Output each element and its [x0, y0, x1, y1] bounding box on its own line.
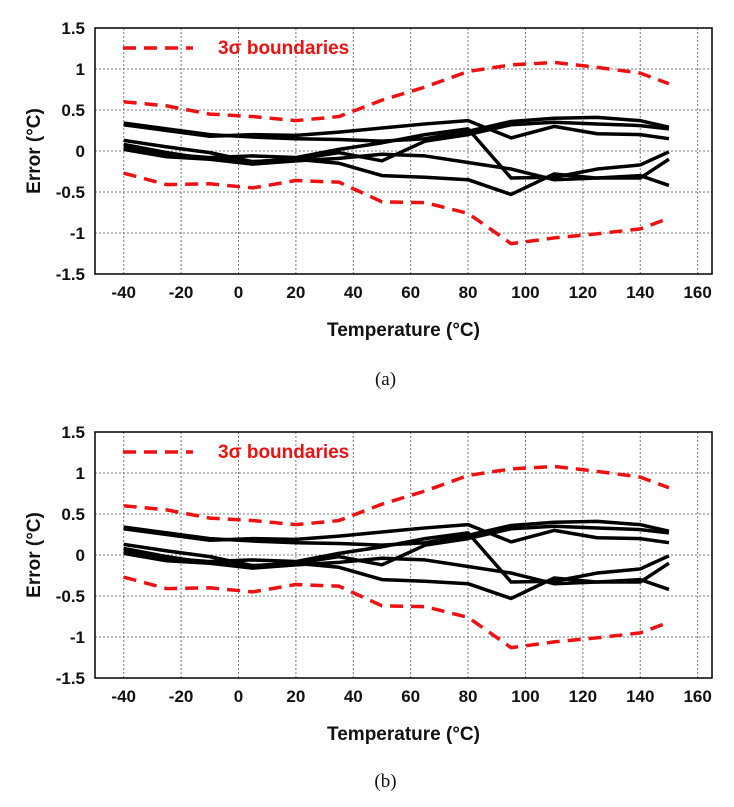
x-tick-label: 120 — [569, 283, 597, 302]
lower-3sigma-boundary-line — [123, 575, 670, 650]
y-tick-label: -1.5 — [56, 669, 85, 688]
legend: 3σ boundaries — [123, 38, 349, 59]
x-tick-label: 80 — [459, 687, 478, 706]
error-series-line-2 — [123, 522, 670, 545]
x-tick-label: 140 — [626, 687, 654, 706]
x-tick-label: 20 — [286, 283, 305, 302]
chart-panel-a: -40 -20 0 20 40 60 80 100 120 140 160 -1.5 -1 -0.5 0 0.… — [24, 19, 713, 390]
error-series-line-4 — [123, 127, 670, 180]
x-axis-title: Temperature (°C) — [327, 320, 480, 341]
y-axis-title: Error (°C) — [24, 108, 45, 194]
error-series-line-3 — [123, 524, 670, 568]
x-tick-label: 80 — [459, 283, 478, 302]
panel-caption: (b) — [374, 771, 396, 792]
error-series-line-3 — [123, 120, 670, 164]
x-axis-title: Temperature (°C) — [327, 724, 480, 745]
error-series-line-4 — [123, 531, 670, 584]
x-tick-label: 20 — [286, 687, 305, 706]
y-tick-label: -1 — [70, 224, 85, 243]
upper-3sigma-boundary-line — [123, 60, 670, 123]
x-tick-label: -20 — [169, 687, 194, 706]
legend: 3σ boundaries — [123, 442, 349, 463]
y-tick-label: -0.5 — [56, 183, 85, 202]
y-tick-label: 1.5 — [61, 19, 85, 38]
y-tick-label: 0 — [76, 142, 85, 161]
y-tick-label: 0.5 — [61, 505, 85, 524]
lower-3sigma-boundary-line — [123, 171, 670, 246]
y-axis-title: Error (°C) — [24, 512, 45, 598]
chart-panel-b: -40 -20 0 20 40 60 80 100 120 140 160 -1.5 -1 -0.5 0 0.… — [24, 423, 713, 792]
y-tick-label: -1.5 — [56, 265, 85, 284]
y-tick-label: 0.5 — [61, 101, 85, 120]
x-tick-label: 140 — [626, 283, 654, 302]
x-tick-label: 100 — [511, 283, 539, 302]
legend-label: 3σ boundaries — [218, 38, 349, 59]
legend-label: 3σ boundaries — [218, 442, 349, 463]
error-series-line-1 — [123, 519, 670, 547]
error-series-line-6 — [123, 546, 670, 601]
error-series-line-2 — [123, 118, 670, 141]
x-tick-label: 100 — [511, 687, 539, 706]
x-tick-label: 0 — [234, 283, 243, 302]
error-series-line-6 — [123, 142, 670, 197]
error-series-line-5 — [123, 147, 670, 188]
x-tick-label: -40 — [111, 283, 136, 302]
x-tick-label: 160 — [683, 687, 711, 706]
upper-3sigma-boundary-line — [123, 464, 670, 527]
error-series-line-5 — [123, 551, 670, 592]
y-tick-label: -0.5 — [56, 587, 85, 606]
plot-frame — [94, 27, 713, 275]
x-tick-label: 120 — [569, 687, 597, 706]
x-tick-label: -40 — [111, 687, 136, 706]
x-tick-label: 40 — [344, 283, 363, 302]
x-tick-label: -20 — [169, 283, 194, 302]
plot-frame — [94, 431, 713, 679]
x-tick-label: 60 — [401, 687, 420, 706]
y-tick-label: 0 — [76, 546, 85, 565]
error-series-line-1 — [123, 115, 670, 143]
y-tick-label: 1.5 — [61, 423, 85, 442]
x-tick-label: 40 — [344, 687, 363, 706]
x-tick-label: 0 — [234, 687, 243, 706]
panel-caption: (a) — [375, 369, 396, 390]
y-tick-label: -1 — [70, 628, 85, 647]
x-tick-label: 160 — [683, 283, 711, 302]
x-tick-label: 60 — [401, 283, 420, 302]
y-tick-label: 1 — [76, 464, 85, 483]
y-tick-label: 1 — [76, 60, 85, 79]
